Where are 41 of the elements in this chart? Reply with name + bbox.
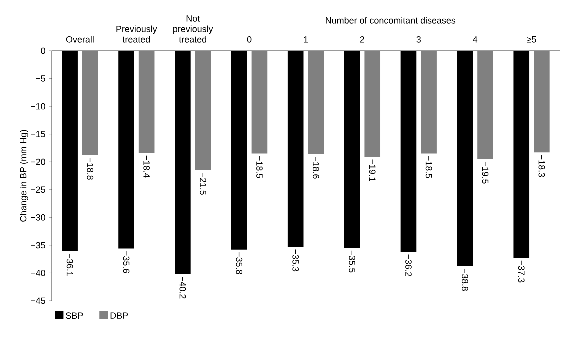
y-tick-label: −25 bbox=[31, 186, 46, 194]
y-tick-label: −30 bbox=[31, 214, 46, 221]
data-label: −21.5 bbox=[200, 173, 206, 195]
data-label: −35.6 bbox=[123, 251, 130, 274]
data-label: −18.8 bbox=[87, 158, 94, 180]
x-tick-label: 0 bbox=[247, 36, 252, 43]
y-tick-label: −5 bbox=[36, 76, 46, 82]
legend-label: SBP bbox=[66, 312, 84, 320]
y-axis-title: Change in BP (mm Hg) bbox=[20, 130, 28, 222]
data-label: −19.1 bbox=[369, 160, 376, 182]
x-tick-label: Overall bbox=[66, 36, 94, 43]
y-tick-label: −35 bbox=[31, 242, 46, 249]
x-tick-label: Not previously treated bbox=[174, 16, 214, 43]
data-label: −38.8 bbox=[462, 269, 468, 292]
data-label: −18.5 bbox=[256, 156, 263, 178]
data-label: −37.3 bbox=[518, 260, 525, 283]
data-label: −35.3 bbox=[292, 250, 300, 272]
data-label: −18.3 bbox=[538, 155, 546, 178]
x-tick-label: 1 bbox=[304, 36, 308, 43]
data-label: −19.5 bbox=[482, 162, 489, 184]
x-tick-label: 2 bbox=[360, 36, 364, 43]
data-label: −18.5 bbox=[426, 156, 432, 178]
x-tick-label: ≥5 bbox=[527, 36, 536, 43]
y-tick-label: −10 bbox=[31, 103, 46, 110]
data-label: −35.5 bbox=[349, 250, 356, 273]
y-tick-label: 0 bbox=[41, 48, 46, 54]
x-tick-label: Previously treated bbox=[116, 26, 158, 43]
data-label: −18.6 bbox=[312, 156, 320, 179]
data-label: −36.1 bbox=[66, 254, 74, 276]
x-tick-label: 3 bbox=[416, 36, 421, 43]
data-label: −35.8 bbox=[236, 252, 243, 274]
data-label: −36.2 bbox=[406, 254, 412, 277]
legend-label: DBP bbox=[110, 312, 128, 319]
text: Number of concomitant diseases bbox=[326, 17, 456, 24]
y-tick-label: −20 bbox=[31, 158, 46, 166]
y-tick-label: −40 bbox=[31, 270, 46, 276]
data-label: −18.4 bbox=[144, 156, 150, 178]
y-tick-label: −45 bbox=[31, 298, 46, 304]
x-tick-label: 4 bbox=[473, 36, 478, 43]
data-label: −40.2 bbox=[180, 276, 186, 299]
y-tick-label: −15 bbox=[31, 131, 46, 138]
